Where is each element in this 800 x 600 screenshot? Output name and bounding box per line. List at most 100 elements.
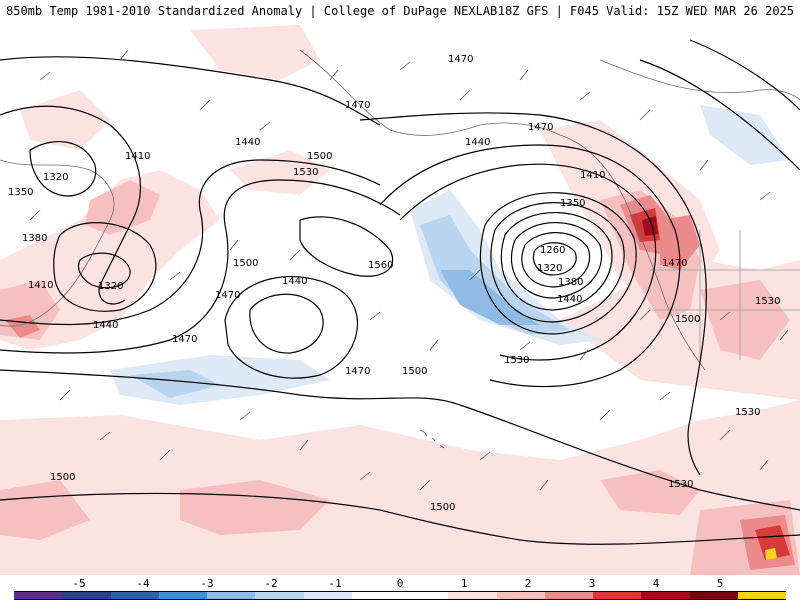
contour-label: 1500 <box>402 366 427 377</box>
colorbar-segment <box>158 591 207 600</box>
colorbar-segment <box>737 591 786 600</box>
map-header: 850mb Temp 1981-2010 Standardized Anomal… <box>0 0 800 20</box>
colorbar-tick-label: 0 <box>396 577 404 590</box>
colorbar-tick-label: 5 <box>716 577 724 590</box>
contour-label: 1260 <box>540 245 565 256</box>
anomaly-region-cool <box>420 215 570 335</box>
contour-line <box>0 56 381 126</box>
contour-label: 1470 <box>345 100 370 111</box>
contour-label: 1470 <box>528 122 553 133</box>
anomaly-region-warm <box>85 180 160 235</box>
colorbar-legend: -5 -4 -3 -2 -1 0 1 2 3 4 5 <box>0 575 800 600</box>
contour-label: 1410 <box>580 170 605 181</box>
anomaly-region-warm <box>230 150 330 195</box>
contour-line <box>639 59 800 171</box>
coastline-asia <box>0 159 115 327</box>
contour-label: 1500 <box>307 151 332 162</box>
contour-label: 1470 <box>345 366 370 377</box>
anomaly-region-hot <box>660 215 700 270</box>
colorbar-scale <box>14 591 786 600</box>
hawaii-islands <box>419 429 445 449</box>
contour-line <box>479 192 637 335</box>
contour-label: 1470 <box>172 334 197 345</box>
model-run-info: 18Z GFS | F045 Valid: 15Z WED MAR 26 202… <box>497 4 794 18</box>
colorbar-tick-label: 2 <box>524 577 532 590</box>
contour-label: 1440 <box>93 320 118 331</box>
contour-label: 1440 <box>282 276 307 287</box>
colorbar-segment <box>641 591 690 600</box>
anomaly-region-warm <box>20 90 110 150</box>
wind-barb <box>29 209 789 361</box>
contour-line <box>0 105 141 305</box>
state-borders <box>650 230 800 360</box>
colorbar-segment <box>351 591 400 600</box>
contour-label: 1500 <box>50 472 75 483</box>
contour-label: 1380 <box>558 277 583 288</box>
contour-line <box>299 216 394 277</box>
contour-label: 1440 <box>465 137 490 148</box>
colorbar-segment <box>689 591 738 600</box>
contour-line <box>379 144 681 388</box>
anomaly-region-hot <box>642 216 658 236</box>
contour-label: 1320 <box>98 281 123 292</box>
contour-line <box>510 222 603 299</box>
colorbar-segment <box>255 591 304 600</box>
contour-line <box>359 112 707 476</box>
colorbar-segment <box>448 591 497 600</box>
coastline-northwest <box>599 59 800 101</box>
colorbar-segment <box>62 591 111 600</box>
contour-label: 1320 <box>537 263 562 274</box>
contour-labels: 1470 1470 1470 1410 1440 1500 1530 1320 … <box>8 54 780 513</box>
coastline-alaska <box>299 49 706 371</box>
colorbar-tick-label: 3 <box>588 577 596 590</box>
contour-label: 1350 <box>560 198 585 209</box>
contour-line <box>532 242 577 276</box>
wind-barb <box>39 49 771 201</box>
contour-label: 1440 <box>235 137 260 148</box>
wind-barbs <box>29 49 789 491</box>
colorbar-segment <box>303 591 352 600</box>
wind-barb <box>59 389 769 491</box>
contour-line <box>399 163 657 361</box>
contour-label: 1470 <box>662 258 687 269</box>
contour-line <box>0 179 401 354</box>
colorbar-tick-label: 4 <box>652 577 660 590</box>
anomaly-shading <box>0 25 800 575</box>
contour-line <box>500 211 613 311</box>
contour-line <box>53 222 157 312</box>
contour-line <box>0 369 800 511</box>
anomaly-region-hot <box>765 548 777 560</box>
colorbar-segment <box>207 591 256 600</box>
contour-label: 1470 <box>215 290 240 301</box>
anomaly-region-warm <box>180 480 330 535</box>
anomaly-region-warm <box>600 470 700 515</box>
contour-label: 1380 <box>22 233 47 244</box>
contour-line <box>0 492 800 545</box>
contour-label: 1530 <box>668 479 693 490</box>
contour-label: 1500 <box>233 258 258 269</box>
map-title: 850mb Temp 1981-2010 Standardized Anomal… <box>6 4 498 18</box>
map-canvas: 1470 1470 1470 1410 1440 1500 1530 1320 … <box>0 25 800 575</box>
anomaly-region-warm <box>700 280 790 360</box>
anomaly-region-warm <box>0 400 800 575</box>
contour-line <box>224 276 358 379</box>
contour-label: 1530 <box>293 167 318 178</box>
contour-line <box>0 159 381 326</box>
anomaly-region-cool <box>700 105 790 165</box>
contour-label: 1440 <box>557 294 582 305</box>
colorbar-tick-label: 1 <box>460 577 468 590</box>
colorbar-segment <box>593 591 642 600</box>
colorbar-segment <box>14 591 63 600</box>
contour-label: 1320 <box>43 172 68 183</box>
contour-label: 1530 <box>504 355 529 366</box>
anomaly-region-hot <box>755 525 790 560</box>
contour-line <box>249 293 324 354</box>
weather-map: 1470 1470 1470 1410 1440 1500 1530 1320 … <box>0 20 800 575</box>
colorbar-segment <box>400 591 449 600</box>
contour-label: 1500 <box>675 314 700 325</box>
colorbar-tick-label: -1 <box>328 577 342 590</box>
colorbar-tick-label: -3 <box>200 577 214 590</box>
colorbar-tick-label: -2 <box>264 577 278 590</box>
contour-label: 1350 <box>8 187 33 198</box>
contour-label: 1410 <box>125 151 150 162</box>
